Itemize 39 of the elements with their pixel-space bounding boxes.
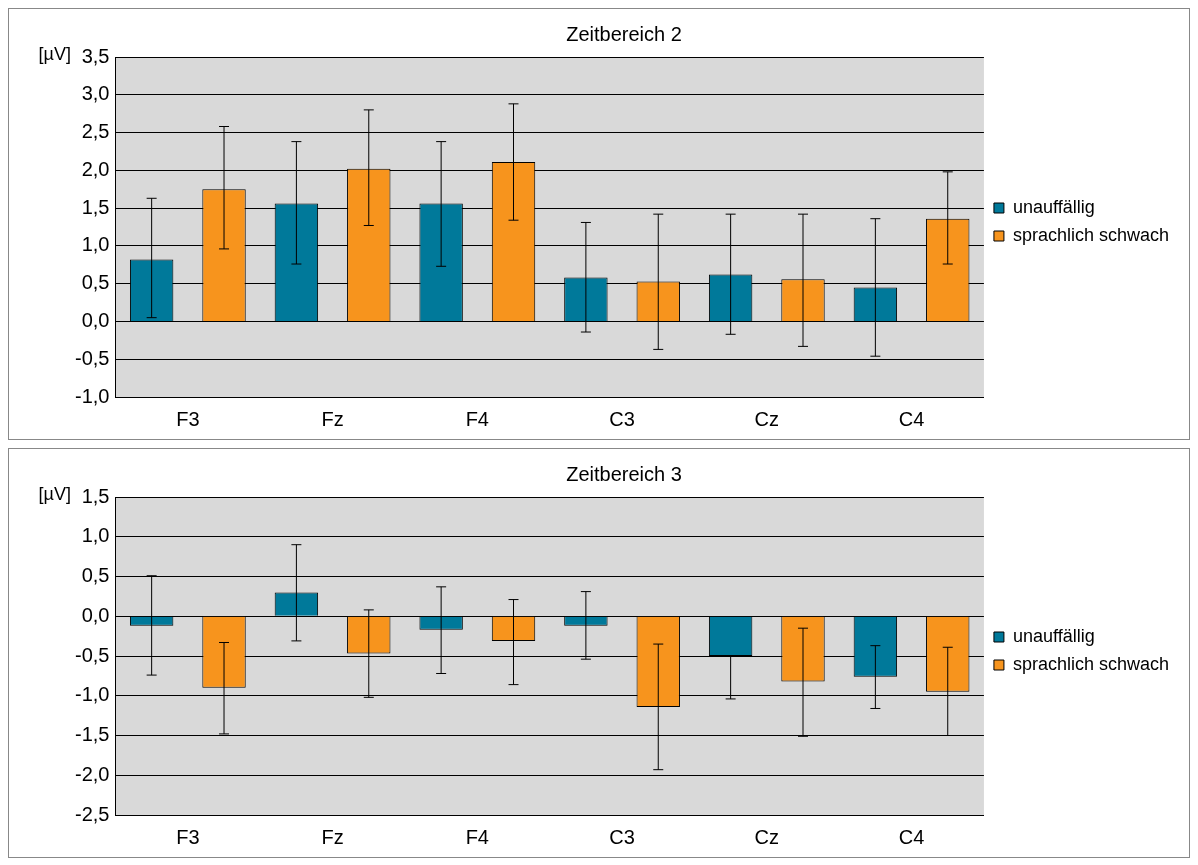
- y-axis-title: [µV]: [38, 43, 71, 64]
- x-tick-label: C4: [898, 825, 925, 848]
- x-tick-label: Fz: [321, 825, 344, 848]
- legend-label: unauffällig: [1012, 625, 1095, 646]
- y-tick-label: 1,0: [81, 233, 110, 256]
- y-tick-label: -2,0: [74, 762, 110, 785]
- x-tick-label: F4: [465, 407, 489, 430]
- y-tick-label: -1,0: [74, 384, 110, 407]
- x-tick-label: Cz: [754, 825, 780, 848]
- x-tick-label: F3: [176, 825, 200, 848]
- y-tick-label: 1,0: [81, 524, 110, 547]
- y-tick-label: 0,5: [81, 564, 110, 587]
- y-tick-label: -2,5: [74, 802, 110, 825]
- y-tick-label: 2,5: [81, 120, 110, 143]
- x-tick-label: Cz: [754, 407, 780, 430]
- y-axis-title: [µV]: [38, 483, 71, 504]
- legend-label: sprachlich schwach: [1012, 224, 1170, 245]
- y-tick-label: -1,0: [74, 683, 110, 706]
- x-tick-label: C3: [609, 407, 635, 430]
- chart-title: Zeitbereich 2: [566, 22, 682, 45]
- x-tick-label: Fz: [321, 407, 344, 430]
- x-tick-label: C3: [609, 825, 635, 848]
- chart-title: Zeitbereich 3: [566, 462, 682, 485]
- legend-label: sprachlich schwach: [1012, 653, 1170, 674]
- y-tick-label: 0,0: [81, 603, 110, 626]
- y-tick-label: 0,5: [81, 271, 110, 294]
- y-tick-label: -0,5: [74, 643, 110, 666]
- x-tick-label: C4: [898, 407, 925, 430]
- x-tick-label: F3: [176, 407, 200, 430]
- y-tick-label: 1,5: [81, 195, 110, 218]
- legend-label: unauffällig: [1012, 196, 1095, 217]
- y-tick-label: 0,0: [81, 308, 110, 331]
- y-tick-label: 3,5: [81, 44, 110, 67]
- y-tick-label: -0,5: [74, 346, 110, 369]
- y-tick-label: -1,5: [74, 723, 110, 746]
- x-tick-label: F4: [465, 825, 489, 848]
- y-tick-label: 1,5: [81, 484, 110, 507]
- y-tick-label: 3,0: [81, 82, 110, 105]
- y-tick-label: 2,0: [81, 157, 110, 180]
